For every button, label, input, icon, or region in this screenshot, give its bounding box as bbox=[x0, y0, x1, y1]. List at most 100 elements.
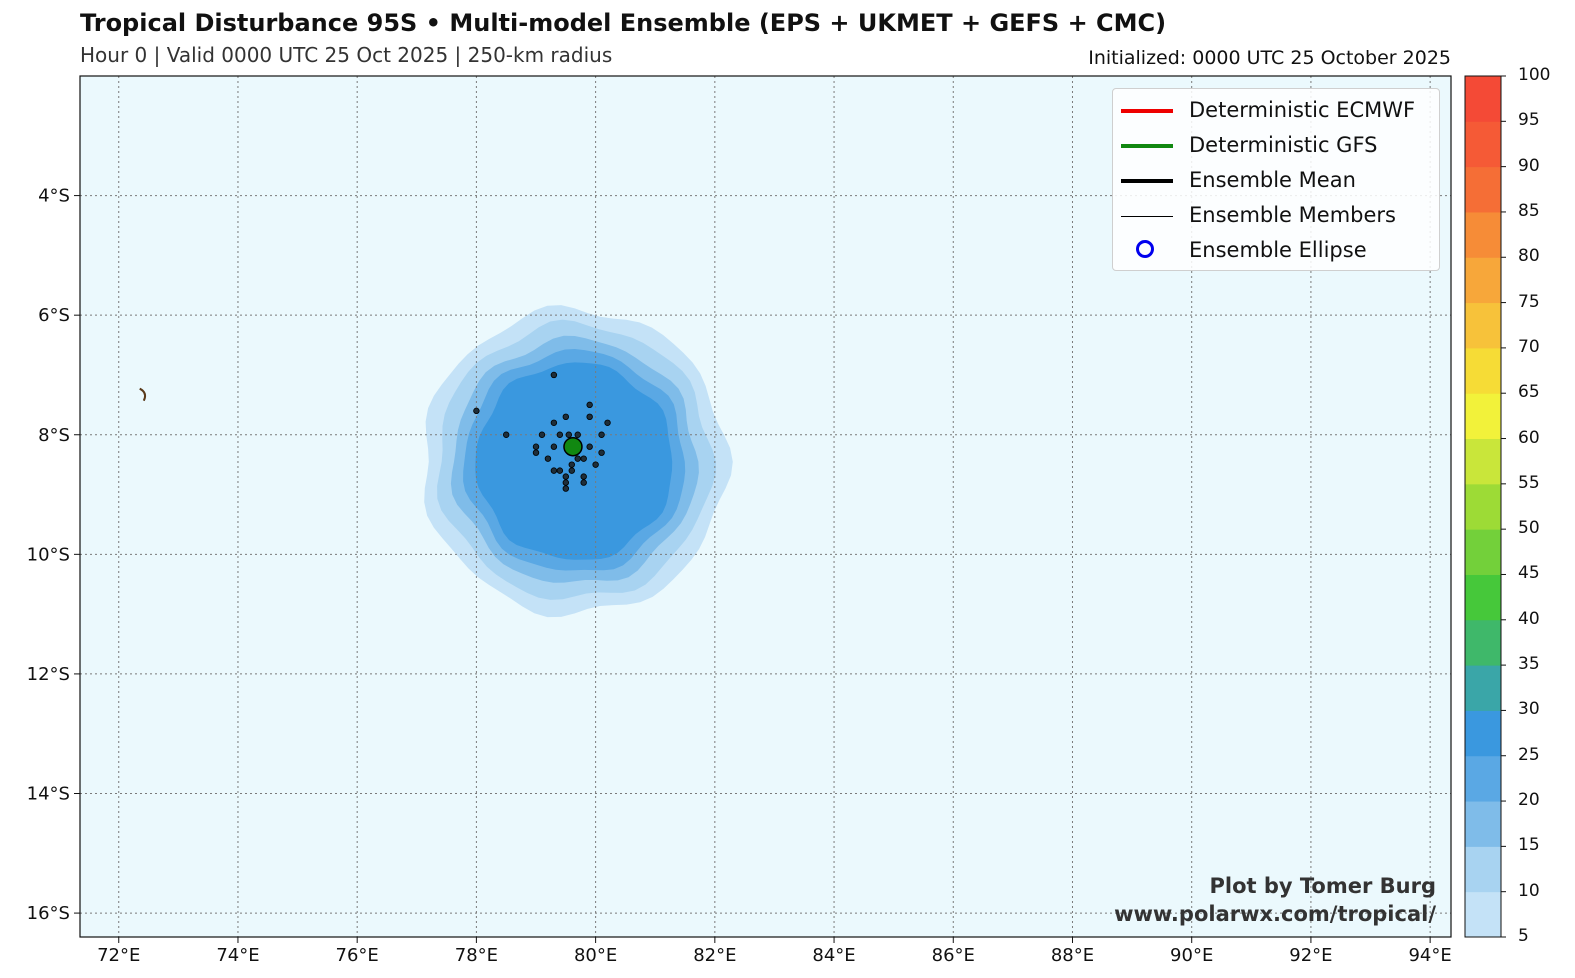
colorbar-segment bbox=[1465, 529, 1501, 575]
colorbar-segment bbox=[1465, 166, 1501, 213]
colorbar-label: 45 bbox=[1518, 563, 1540, 584]
ensemble-member-point bbox=[544, 455, 552, 462]
colorbar-label: 55 bbox=[1518, 472, 1540, 493]
colorbar-label: 75 bbox=[1518, 291, 1540, 312]
legend: Deterministic ECMWF Deterministic GFS En… bbox=[1112, 88, 1440, 271]
colorbar-label: 20 bbox=[1518, 790, 1540, 811]
colorbar-label: 70 bbox=[1518, 336, 1540, 357]
map-title: Tropical Disturbance 95S • Multi-model E… bbox=[80, 9, 1167, 37]
ensemble-member-point bbox=[580, 455, 587, 462]
ensemble-member-point bbox=[550, 443, 558, 450]
lat-tick-label: 8°S bbox=[38, 425, 70, 446]
colorbar-label: 30 bbox=[1518, 699, 1540, 720]
ensemble-member-point bbox=[574, 455, 581, 462]
colorbar-label: 65 bbox=[1518, 382, 1540, 403]
colorbar-label: 50 bbox=[1518, 518, 1540, 539]
island-shape bbox=[139, 387, 147, 402]
lon-tick-label: 92°E bbox=[1289, 945, 1332, 966]
legend-row-ellipse: Ensemble Ellipse bbox=[1113, 234, 1439, 269]
ensemble-member-point bbox=[473, 407, 480, 415]
colorbar-label: 25 bbox=[1518, 744, 1540, 765]
deterministic-gfs-marker bbox=[563, 436, 583, 457]
colorbar-segment bbox=[1465, 76, 1501, 122]
legend-row-ecmwf: Deterministic ECMWF bbox=[1113, 94, 1439, 129]
lat-tick-label: 10°S bbox=[27, 544, 70, 565]
colorbar-segment bbox=[1465, 483, 1501, 530]
legend-label-ellipse: Ensemble Ellipse bbox=[1189, 238, 1367, 262]
colorbar-segment bbox=[1465, 710, 1501, 757]
ensemble-member-point bbox=[580, 479, 587, 486]
ensemble-member-point bbox=[562, 473, 570, 480]
colorbar-segment bbox=[1465, 665, 1501, 711]
legend-label-mean: Ensemble Mean bbox=[1189, 168, 1356, 192]
members-line-swatch bbox=[1121, 216, 1173, 217]
colorbar-segment bbox=[1465, 347, 1501, 394]
island bbox=[139, 387, 147, 402]
ensemble-member-positions bbox=[473, 371, 611, 492]
gfs-line-swatch bbox=[1121, 144, 1173, 148]
ensemble-member-point bbox=[538, 431, 546, 438]
colorbar-segment bbox=[1465, 211, 1501, 258]
colorbar-label: 80 bbox=[1518, 246, 1540, 267]
ensemble-member-point bbox=[598, 431, 605, 438]
gridlines bbox=[80, 76, 1451, 937]
colorbar-label: 95 bbox=[1518, 110, 1540, 131]
credit-author: Plot by Tomer Burg bbox=[1209, 874, 1437, 898]
lon-tick-label: 84°E bbox=[812, 945, 855, 966]
ecmwf-line-swatch bbox=[1121, 109, 1173, 113]
colorbar-label: 60 bbox=[1518, 427, 1540, 448]
lat-tick-label: 4°S bbox=[38, 186, 70, 207]
ensemble-member-point bbox=[598, 449, 605, 456]
lat-tick-label: 16°S bbox=[27, 903, 70, 924]
colorbar-segment bbox=[1465, 755, 1501, 802]
lon-tick-label: 94°E bbox=[1408, 945, 1451, 966]
lon-tick-label: 86°E bbox=[932, 945, 975, 966]
colorbar-label: 15 bbox=[1518, 835, 1540, 856]
ensemble-member-point bbox=[532, 443, 540, 450]
colorbar-label: 100 bbox=[1518, 65, 1551, 85]
ensemble-member-point bbox=[556, 467, 564, 474]
colorbar-label: 85 bbox=[1518, 200, 1540, 221]
ensemble-member-point bbox=[562, 479, 570, 486]
lon-tick-label: 72°E bbox=[97, 945, 140, 966]
ensemble-member-point bbox=[574, 431, 581, 438]
colorbar-label: 40 bbox=[1518, 608, 1540, 629]
colorbar-segment bbox=[1465, 302, 1501, 349]
ensemble-member-point bbox=[550, 467, 558, 474]
colorbar-segment bbox=[1465, 257, 1501, 304]
colorbar-segment bbox=[1465, 846, 1501, 893]
colorbar-segment bbox=[1465, 801, 1501, 847]
colorbar-segment bbox=[1465, 619, 1501, 666]
ensemble-member-point bbox=[503, 431, 510, 438]
credit-url[interactable]: www.polarwx.com/tropical/ bbox=[1114, 902, 1436, 926]
legend-label-gfs: Deterministic GFS bbox=[1189, 133, 1378, 157]
ensemble-member-point bbox=[592, 461, 599, 468]
lon-tick-label: 74°E bbox=[216, 945, 259, 966]
ensemble-member-point bbox=[550, 371, 558, 379]
map-frame bbox=[79, 75, 1452, 938]
legend-row-members: Ensemble Members bbox=[1113, 199, 1439, 234]
lon-tick-label: 80°E bbox=[574, 945, 617, 966]
ensemble-member-point bbox=[550, 419, 558, 426]
colorbar-segment bbox=[1465, 438, 1501, 485]
legend-row-gfs: Deterministic GFS bbox=[1113, 129, 1439, 164]
lat-tick-label: 6°S bbox=[38, 305, 70, 326]
colorbar-segment bbox=[1465, 393, 1501, 440]
ensemble-member-point bbox=[568, 461, 575, 468]
colorbar-segment bbox=[1465, 574, 1501, 621]
ensemble-member-point bbox=[562, 413, 570, 421]
lon-tick-label: 88°E bbox=[1051, 945, 1094, 966]
ensemble-member-point bbox=[580, 473, 587, 480]
ensemble-member-point bbox=[604, 419, 611, 426]
colorbar-segment bbox=[1465, 891, 1501, 938]
mean-line-swatch bbox=[1121, 179, 1173, 183]
colorbar-segment bbox=[1465, 121, 1501, 168]
legend-label-ecmwf: Deterministic ECMWF bbox=[1189, 98, 1416, 122]
lon-tick-label: 82°E bbox=[693, 945, 736, 966]
legend-row-mean: Ensemble Mean bbox=[1113, 164, 1439, 199]
colorbar-label: 5 bbox=[1518, 926, 1529, 946]
colorbar bbox=[1464, 75, 1506, 938]
colorbar-label: 35 bbox=[1518, 654, 1540, 675]
ellipse-circle-icon bbox=[1136, 240, 1154, 258]
initialized-time: Initialized: 0000 UTC 25 October 2025 bbox=[1088, 47, 1451, 69]
